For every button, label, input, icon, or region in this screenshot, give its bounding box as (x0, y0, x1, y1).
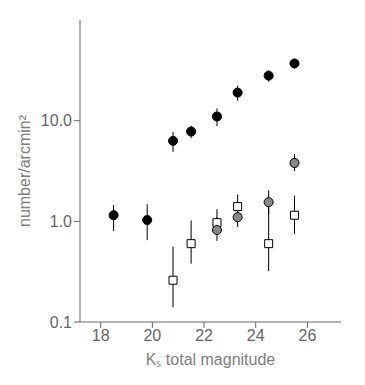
svg-text:18: 18 (92, 327, 110, 344)
svg-text:0.1: 0.1 (50, 314, 72, 331)
svg-text:22: 22 (195, 327, 213, 344)
svg-text:24: 24 (247, 327, 265, 344)
svg-text:number/arcmin²: number/arcmin² (16, 114, 33, 227)
svg-text:Kₛ total magnitude: Kₛ total magnitude (146, 351, 276, 368)
svg-text:10.0: 10.0 (41, 112, 72, 129)
svg-text:26: 26 (299, 327, 317, 344)
svg-text:1.0: 1.0 (50, 213, 72, 230)
svg-text:20: 20 (143, 327, 161, 344)
